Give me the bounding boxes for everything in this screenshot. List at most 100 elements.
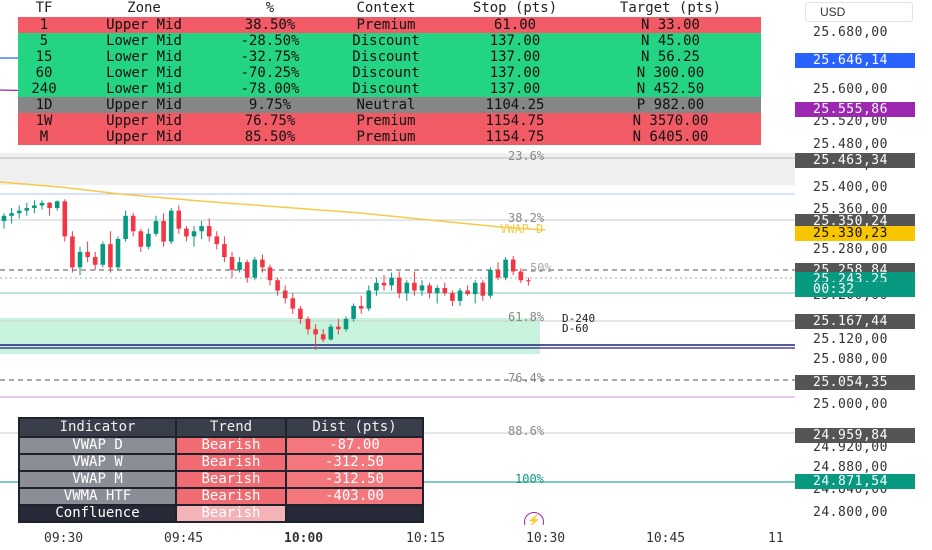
price-badge: 25.167,44 [795,314,915,329]
candle-body [267,267,273,281]
candle-body [465,290,470,295]
confluence-trend: Bearish [177,506,285,521]
candle-body [351,306,356,319]
price-badge: 24.959,84 [795,428,915,443]
mtf-header-target: Target (pts) [580,0,761,17]
mtf-header-tf: TF [18,0,70,17]
price-badge: 25.555,86 [795,102,915,117]
candle-body [176,210,182,229]
candle-body [206,226,212,237]
mtf-cell-target: N 6405.00 [580,129,761,145]
indicator-row: VWAP D Bearish -87.00 [20,438,422,453]
price-badge: 25.330,23 [795,226,915,241]
price-chart[interactable] [0,0,795,525]
mtf-cell-stop: 1154.75 [450,129,580,145]
price-badge: 25.350,24 [795,214,915,229]
mtf-header-context: Context [322,0,450,17]
mtf-cell-tf: M [18,129,70,145]
candle-body [184,228,189,237]
candle-body [343,318,349,330]
price-tick: 25.000,00 [813,397,888,412]
mtf-row: M Upper Mid 85.50% Premium 1154.75 N 6405.00 [18,129,761,145]
candle-body [252,259,258,278]
price-badge: 25.054,35 [795,375,915,390]
candle-body [32,205,37,209]
mtf-cell-pct: 76.75% [218,113,322,129]
indicator-row: VWMA HTF Bearish -403.00 [20,489,422,504]
candle-body [389,277,394,286]
time-axis[interactable]: 09:30 09:45 10:00 10:15 10:30 10:45 11 [0,525,932,550]
indicator-cell-dist: -87.00 [287,438,422,453]
price-tick: 24.880,00 [813,460,888,475]
mtf-cell-pct: -78.00% [218,81,322,97]
candle-body [374,282,379,291]
mtf-cell-target: N 452.50 [580,81,761,97]
indicator-row: VWAP M Bearish -312.50 [20,472,422,487]
mtf-row: 60 Lower Mid -70.25% Discount 137.00 N 300.00 [18,65,761,81]
price-tick: 24.920,00 [813,440,888,455]
price-axis[interactable]: 25.680,00 25.600,00 25.520,00 25.480,00 25.4… [795,0,932,525]
candle-body [495,269,501,278]
price-tick: 25.600,00 [813,82,888,97]
mtf-cell-tf: 1 [18,17,70,33]
candle-body [115,238,121,268]
time-tick: 09:45 [164,531,204,546]
candle-body [100,244,106,265]
price-tick: 25.520,00 [813,114,888,129]
candle-body [39,202,45,206]
mtf-cell-stop: 61.00 [450,17,580,33]
price-tick: 25.400,00 [813,180,888,195]
price-tick: 25.360,00 [813,202,888,217]
indicator-table: Indicator Trend Dist (pts) VWAP D Bearish… [18,417,424,523]
mtf-cell-zone: Upper Mid [70,129,218,145]
mtf-cell-context: Discount [322,65,450,81]
indicator-cell-trend: Bearish [177,438,285,453]
chart-area[interactable]: 23.6% 38.2% VWAP D 50% 61.8% D-240 D-60 … [0,0,795,525]
fib-61-label: 61.8% [508,310,545,324]
candle-body [244,262,250,278]
indicator-cell-trend: Bearish [177,455,285,470]
price-tick: 25.120,00 [813,332,888,347]
mtf-row: 1W Upper Mid 76.75% Premium 1154.75 N 3570.00 [18,113,761,129]
mtf-cell-context: Premium [322,17,450,33]
candle-body [457,290,463,301]
candle-body [282,290,288,299]
candle-body [138,231,144,247]
candle-body [275,280,280,291]
candle-body [358,306,364,309]
candle-body [237,262,242,270]
mtf-cell-stop: 137.00 [450,33,580,49]
ind-header-row: Indicator Trend Dist (pts) [20,419,422,436]
candle-body [290,298,296,309]
confluence-row: Confluence Bearish [20,506,422,521]
candle-body [70,236,75,268]
candle-body [214,236,220,245]
mtf-cell-stop: 1154.75 [450,113,580,129]
mtf-row: 240 Lower Mid -78.00% Discount 137.00 N 452.5… [18,81,761,97]
mtf-header-pct: % [218,0,322,17]
mtf-table-body: 1 Upper Mid 38.50% Premium 61.00 N 33.00 5 Lowe… [18,17,761,145]
candle-body [412,282,417,291]
indicator-row: VWAP W Bearish -312.50 [20,455,422,470]
candle-body [442,287,448,294]
mtf-cell-target: N 300.00 [580,65,761,81]
mtf-row: 1 Upper Mid 38.50% Premium 61.00 N 33.00 [18,17,761,33]
candle-body [526,280,531,282]
candle-body [396,277,402,294]
mtf-cell-tf: 60 [18,65,70,81]
mtf-cell-tf: 15 [18,49,70,65]
mtf-row: 15 Lower Mid -32.75% Discount 137.00 N 56.25 [18,49,761,65]
mtf-header-zone: Zone [70,0,218,17]
candle-body [510,259,516,272]
mtf-cell-pct: 85.50% [218,129,322,145]
time-tick: 10:15 [406,531,446,546]
currency-selector[interactable]: USD [805,2,913,22]
vwap-d-label: VWAP D [500,222,544,236]
price-tick: 24.800,00 [813,505,888,520]
candle-body [488,269,493,296]
candle-body [123,215,128,239]
candle-body [199,226,204,232]
candle-body [54,201,60,209]
candle-body [260,259,265,268]
candle-body [480,282,486,296]
